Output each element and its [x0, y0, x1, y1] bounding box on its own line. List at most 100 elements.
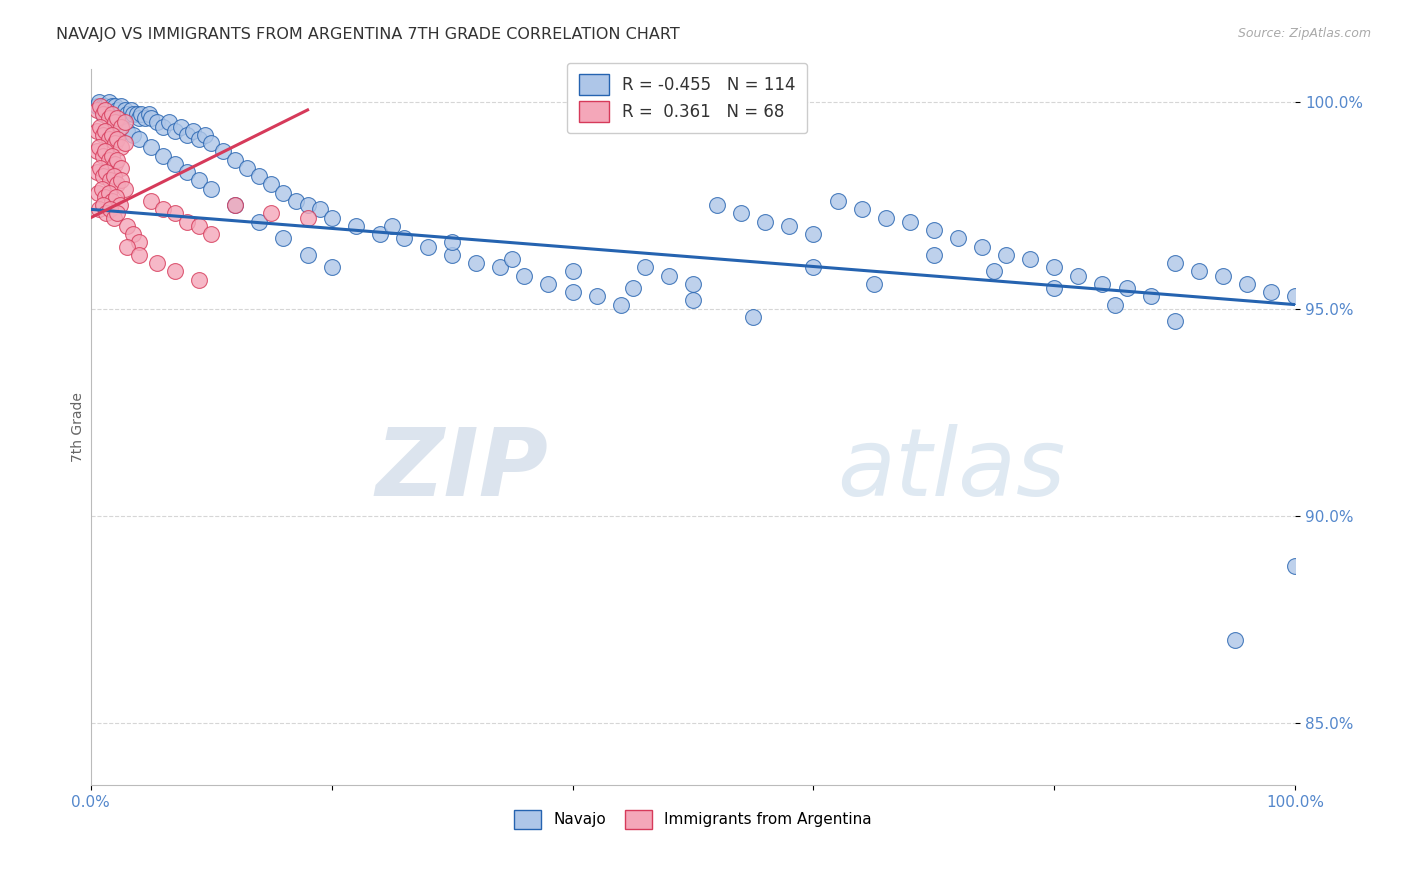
Point: [247, 215, 270, 229]
Point: [104, 115, 127, 129]
Point: [97, 112, 120, 126]
Point: [125, 107, 148, 121]
Point: [89, 99, 111, 113]
Point: [416, 239, 439, 253]
Point: [96, 206, 118, 220]
Point: [730, 206, 752, 220]
Point: [381, 219, 404, 233]
Point: [89, 140, 111, 154]
Point: [1164, 314, 1187, 328]
Point: [742, 310, 765, 324]
Point: [170, 120, 193, 134]
Point: [146, 115, 169, 129]
Point: [308, 202, 330, 217]
Point: [152, 148, 174, 162]
Point: [101, 107, 124, 121]
Point: [146, 256, 169, 270]
Point: [1188, 264, 1211, 278]
Point: [188, 273, 211, 287]
Point: [91, 99, 114, 113]
Point: [200, 227, 222, 242]
Point: [561, 285, 583, 300]
Point: [247, 169, 270, 184]
Point: [115, 123, 138, 137]
Point: [101, 99, 124, 113]
Point: [152, 120, 174, 134]
Point: [297, 248, 319, 262]
Point: [152, 202, 174, 217]
Point: [94, 145, 117, 159]
Point: [200, 181, 222, 195]
Point: [114, 136, 136, 150]
Point: [176, 215, 198, 229]
Point: [110, 173, 132, 187]
Point: [321, 260, 343, 275]
Point: [110, 120, 132, 134]
Point: [105, 103, 128, 117]
Point: [105, 190, 128, 204]
Point: [682, 293, 704, 308]
Point: [105, 112, 128, 126]
Point: [101, 148, 124, 162]
Point: [86, 99, 108, 113]
Point: [682, 277, 704, 291]
Point: [803, 260, 825, 275]
Point: [104, 115, 127, 129]
Point: [101, 194, 124, 208]
Point: [188, 173, 211, 187]
Point: [609, 297, 631, 311]
Point: [91, 198, 114, 212]
Point: [862, 277, 884, 291]
Point: [89, 95, 111, 109]
Point: [188, 219, 211, 233]
Point: [139, 112, 162, 126]
Point: [194, 128, 217, 142]
Point: [634, 260, 657, 275]
Point: [122, 107, 145, 121]
Point: [1260, 285, 1282, 300]
Point: [105, 153, 128, 167]
Point: [115, 219, 138, 233]
Point: [983, 264, 1005, 278]
Point: [200, 136, 222, 150]
Point: [115, 107, 138, 121]
Point: [1139, 289, 1161, 303]
Point: [110, 140, 132, 154]
Point: [105, 206, 128, 220]
Point: [188, 132, 211, 146]
Point: [114, 115, 136, 129]
Point: [122, 128, 145, 142]
Point: [176, 165, 198, 179]
Point: [94, 99, 117, 113]
Point: [86, 103, 108, 117]
Point: [165, 264, 187, 278]
Point: [537, 277, 560, 291]
Point: [1091, 277, 1114, 291]
Point: [128, 112, 150, 126]
Point: [165, 157, 187, 171]
Point: [114, 181, 136, 195]
Text: atlas: atlas: [838, 425, 1066, 516]
Point: [91, 169, 114, 184]
Point: [134, 112, 156, 126]
Point: [115, 239, 138, 253]
Point: [851, 202, 873, 217]
Y-axis label: 7th Grade: 7th Grade: [72, 392, 86, 462]
Point: [284, 194, 307, 208]
Point: [97, 112, 120, 126]
Point: [1019, 252, 1042, 266]
Point: [110, 120, 132, 134]
Legend: Navajo, Immigrants from Argentina: Navajo, Immigrants from Argentina: [508, 804, 879, 835]
Point: [110, 99, 132, 113]
Point: [260, 178, 283, 192]
Point: [97, 153, 120, 167]
Point: [97, 186, 120, 200]
Point: [91, 107, 114, 121]
Point: [97, 95, 120, 109]
Point: [212, 145, 235, 159]
Point: [122, 227, 145, 242]
Point: [1115, 281, 1137, 295]
Point: [224, 198, 246, 212]
Point: [1043, 260, 1066, 275]
Point: [94, 190, 117, 204]
